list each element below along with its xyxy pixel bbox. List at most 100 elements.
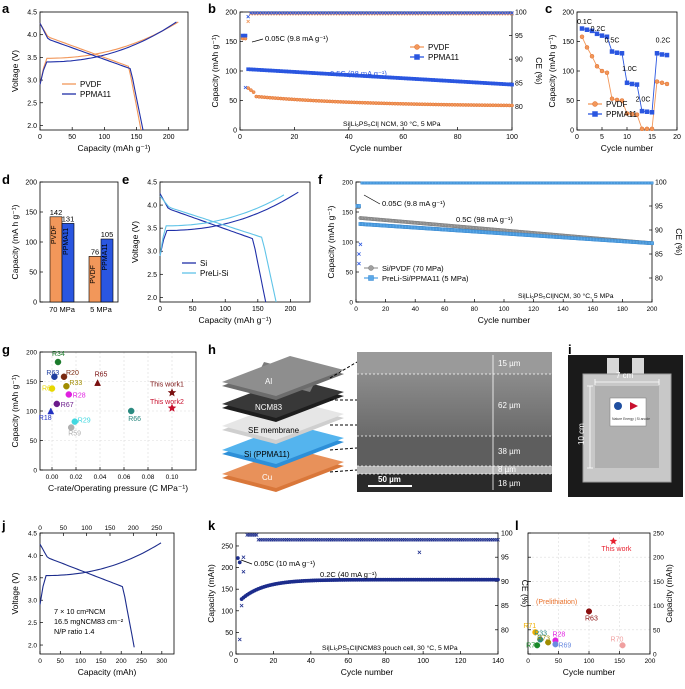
ppma-ce-point: [338, 11, 343, 15]
ppma-rate-point: [609, 49, 615, 54]
ce-initial-point: [357, 261, 361, 266]
pvdf-rate-point: [639, 126, 645, 132]
ppma-ce-point-stroke: [273, 11, 278, 15]
ppma-ce-point-stroke: [409, 11, 414, 15]
chart-e: 0 50 100 150 200 2.0 2.5 3.0 3.5 4.0 4.5 Capacity (…: [130, 180, 311, 325]
ppma-ce-point: [374, 11, 378, 15]
pouch-ce-point-stroke: [417, 550, 422, 555]
ppma-ce-point: [406, 11, 411, 15]
pvdf-ce-point: [510, 12, 514, 16]
comparison-point-label: This work2: [150, 399, 184, 406]
y-tick-label: 150: [26, 379, 37, 386]
pvdf-ce-point: [292, 12, 297, 16]
pvdf-ce-point: [319, 12, 324, 16]
ppma-ce-point-stroke: [423, 11, 427, 15]
ppma-ce-point: [270, 11, 275, 15]
legend-label: PPMA11: [80, 90, 112, 99]
pvdf-ce-point-stroke: [395, 12, 400, 16]
ppma-ce-point-stroke: [406, 11, 411, 15]
pvdf-ce-point-stroke: [347, 12, 351, 16]
ppma-ce-point: [472, 11, 476, 15]
legend-marker: [368, 275, 374, 281]
rate-label: 2.0C: [636, 97, 651, 104]
ppma-ce-point-stroke: [366, 11, 370, 15]
x-axis-label: Capacity (mAh g⁻¹): [78, 143, 151, 153]
ppma-ce-point-stroke: [496, 11, 501, 15]
x-tick-label: 100: [506, 134, 518, 141]
pvdf-ce-point-stroke: [447, 12, 452, 16]
label-cu: Cu: [262, 473, 272, 482]
y-tick-label: 100: [342, 240, 353, 247]
pvdf-ce-point-stroke: [298, 12, 302, 16]
chart-j: 0 50 100 150 200 250 300 2.0 2.5 3.0 3.5 4.0 4.5 Capa…: [10, 525, 175, 677]
x-tick-label: 140: [492, 658, 504, 665]
x-tick-label: 200: [645, 658, 656, 665]
width-label: 7 cm: [616, 371, 634, 380]
ppma-ce-point-stroke: [390, 11, 395, 15]
ppma-rate-point: [594, 31, 600, 37]
pvdf-ce-point: [317, 12, 321, 16]
comparison-point-label: R71: [523, 623, 536, 630]
pvdf-ce-point: [425, 12, 430, 16]
pouch-discharge-curve: [39, 543, 135, 648]
y2-tick-label: 80: [655, 276, 663, 283]
ppma-ce-point-stroke: [349, 11, 354, 15]
ppma-ce-point: [483, 11, 487, 15]
ppma-ce-point: [379, 11, 384, 15]
ppma-ce-point-stroke: [336, 11, 340, 15]
y2-axis-label: CE (%): [534, 57, 544, 85]
pvdf-ce-point-stroke: [325, 12, 329, 16]
cell-area-annotation: 7 × 10 cm²NCM: [54, 607, 105, 616]
panel-label-b: b: [208, 1, 216, 16]
x-tick-label: 100: [499, 306, 510, 313]
ppma-ce-point-stroke: [303, 11, 308, 15]
pvdf-ce-point: [268, 12, 272, 16]
comparison-point-label: R72: [526, 642, 539, 649]
ppma-ce-point: [502, 11, 506, 15]
ppma-ce-point: [401, 11, 405, 15]
pvdf-ce-point: [306, 12, 310, 16]
comparison-point-label: R18: [39, 415, 52, 422]
y2-tick-label: 90: [515, 57, 523, 64]
pvdf-ce-point: [376, 12, 381, 16]
bar-value-label: 142: [50, 208, 63, 217]
pvdf-ce-point: [341, 12, 346, 16]
panel-label-h: h: [208, 342, 216, 357]
ppma-ce-point-stroke: [398, 11, 403, 15]
pvdf-ce-point: [311, 12, 316, 16]
pvdf-ce-point-stroke: [415, 12, 419, 16]
ppma-ce-point: [327, 11, 332, 15]
ppma-ce-point-stroke: [368, 11, 373, 15]
ppma-ce-point: [262, 11, 267, 15]
x-axis-label: Cycle number: [478, 315, 531, 325]
ppma-ce-point-stroke: [270, 11, 275, 15]
plot-frame: [235, 532, 499, 655]
ppma-ce-point-stroke: [325, 11, 329, 15]
pvdf-ce-point-stroke: [461, 12, 465, 16]
pvdf-ce-point-stroke: [491, 12, 495, 16]
y-axis-label: Capacity (mAh g⁻¹): [210, 34, 220, 107]
ppma-ce-point: [292, 11, 297, 15]
pvdf-ce-point: [322, 12, 327, 16]
ppma-ce-point: [428, 11, 433, 15]
ppma-ce-point-stroke: [330, 11, 335, 15]
legend-marker: [592, 111, 598, 117]
x-axis-label: C-rate/Operating pressure (C MPa⁻¹): [48, 483, 188, 493]
ppma-ce-point: [463, 11, 468, 15]
pvdf-ce-point: [434, 12, 438, 16]
ppma-rate-point: [624, 80, 630, 86]
ppma-ce-point-stroke: [300, 11, 305, 15]
ppma-ce-point-stroke: [493, 11, 498, 15]
y-tick-label: 100: [562, 69, 574, 76]
pvdf-ce-point-stroke: [436, 12, 441, 16]
ppma-ce-point-stroke: [385, 11, 389, 15]
pvdf-ce-point-stroke: [485, 12, 490, 16]
pvdf-ce-point-stroke: [314, 12, 318, 16]
ce-initial-point: [358, 242, 363, 247]
pvdf-ce-point: [273, 12, 278, 16]
pvdf-ce-point: [466, 12, 471, 16]
comparison-point: [532, 629, 539, 636]
panel-label-l: l: [515, 518, 519, 533]
x-tick-label: 50: [189, 306, 197, 313]
pouch-capacity-point: [235, 556, 240, 561]
